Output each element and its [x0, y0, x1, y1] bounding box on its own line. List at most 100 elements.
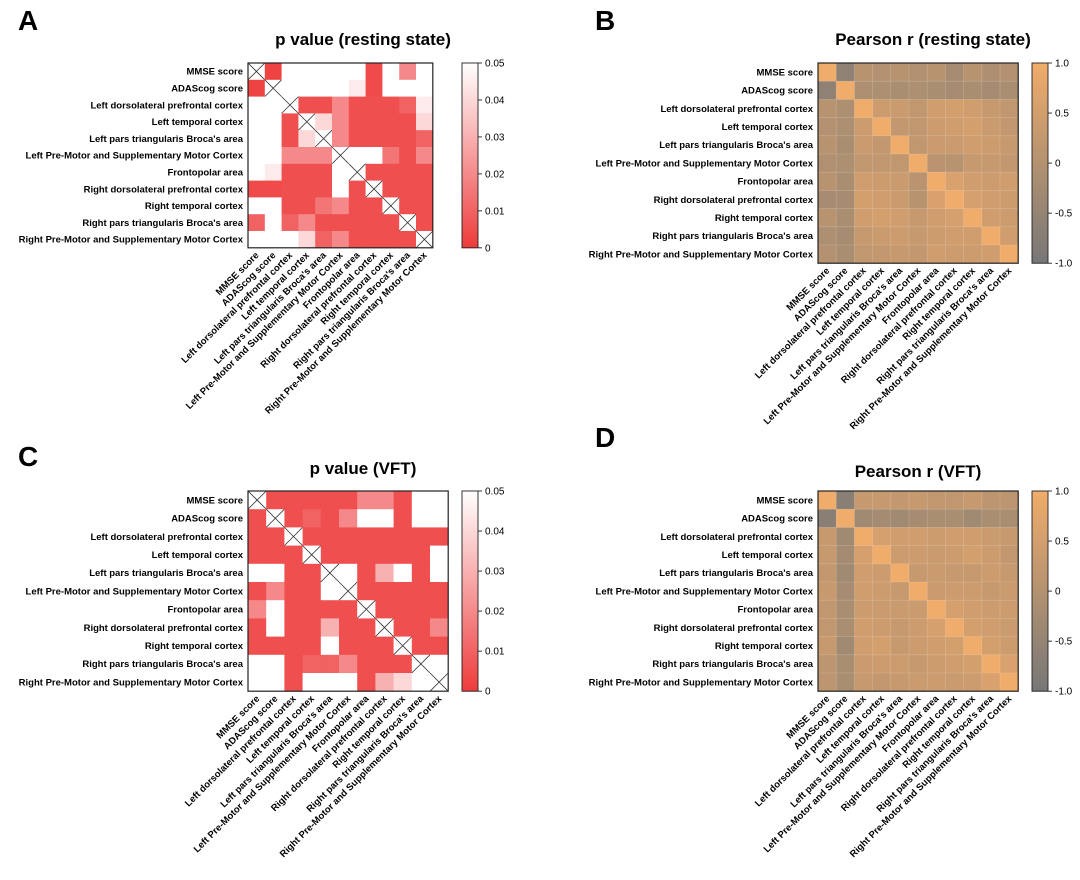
colorbar-segment: [1032, 564, 1048, 569]
colorbar-segment: [462, 217, 478, 221]
heatmap-cell: [872, 527, 892, 546]
colorbar-segment: [1032, 637, 1048, 642]
heatmap-cell: [284, 600, 303, 619]
heatmap-cell: [281, 214, 299, 232]
heatmap-cell: [320, 618, 340, 637]
heatmap-cell: [945, 618, 964, 637]
heatmap-cell: [1000, 600, 1019, 619]
heatmap-cell: [339, 600, 358, 619]
heatmap-cell: [332, 79, 350, 97]
heatmap-cell: [818, 81, 837, 100]
row-label: Right Pre-Motor and Supplementary Motor …: [19, 677, 244, 688]
colorbar-tick-label: 1.0: [1055, 487, 1069, 498]
colorbar-segment: [1032, 671, 1048, 675]
colorbar-segment: [462, 112, 478, 116]
heatmap-cell: [382, 214, 400, 232]
colorbar-segment: [462, 96, 478, 101]
row-label: Left pars triangularis Broca's area: [659, 140, 814, 151]
heatmap-cell: [248, 79, 266, 97]
heatmap-cell: [266, 654, 285, 674]
colorbar-segment: [1032, 534, 1048, 539]
colorbar-segment: [462, 654, 478, 659]
heatmap-cell: [302, 636, 322, 656]
heatmap-cell: [963, 135, 983, 155]
colorbar-segment: [1032, 233, 1048, 237]
heatmap-cell: [818, 509, 837, 528]
heatmap-cell: [302, 563, 322, 583]
colorbar-segment: [1032, 601, 1048, 605]
heatmap-cell: [416, 113, 434, 131]
colorbar-segment: [462, 531, 478, 535]
heatmap-cell: [909, 208, 928, 228]
colorbar-segment: [462, 517, 478, 522]
panel-d: D Pearson r (VFT) MMSE score ADAScog score L…: [589, 422, 1073, 860]
heatmap-cell: [981, 673, 1001, 692]
colorbar-segment: [462, 671, 478, 675]
row-label: Right temporal cortex: [715, 213, 814, 224]
colorbar-segment: [1032, 597, 1048, 602]
heatmap-cell: [264, 130, 282, 148]
colorbar-segment: [1032, 587, 1048, 592]
colorbar-segment: [1032, 591, 1048, 595]
heatmap-cell: [927, 618, 946, 637]
colorbar-segment: [462, 561, 478, 565]
heatmap-cell: [909, 600, 928, 619]
heatmap-cell: [890, 600, 910, 619]
row-label: Right pars triangularis Broca's area: [82, 659, 243, 670]
heatmap-cell: [836, 563, 855, 583]
colorbar-segment: [462, 143, 478, 147]
heatmap-cell: [963, 208, 983, 228]
heatmap-cell: [872, 618, 892, 637]
heatmap-cell: [872, 117, 892, 137]
colorbar-segment: [462, 140, 478, 144]
heatmap-cell: [909, 545, 928, 565]
row-label: Right pars triangularis Broca's area: [652, 659, 813, 670]
diagonal-cross: [356, 599, 376, 619]
heatmap-cell: [818, 63, 837, 82]
heatmap-frame: [247, 490, 449, 692]
heatmap-cell: [266, 527, 285, 546]
heatmap-cell: [1000, 208, 1019, 228]
row-label: MMSE score: [757, 67, 814, 78]
heatmap-cell: [298, 79, 316, 97]
diagonal-cross: [398, 213, 417, 232]
heatmap-cell: [854, 81, 873, 100]
colorbar-segment: [1032, 119, 1048, 124]
colorbar-segment: [462, 677, 478, 682]
row-label: Frontopolar area: [168, 605, 244, 616]
colorbar-segment: [1032, 166, 1048, 171]
heatmap-cell: [315, 96, 333, 114]
heatmap-cell: [365, 231, 383, 249]
heatmap-cell: [927, 582, 946, 601]
heatmap-cell: [266, 600, 285, 619]
panel-letter: B: [595, 5, 615, 36]
heatmap-cell: [1000, 190, 1019, 209]
heatmap-cell: [854, 99, 873, 118]
heatmap-cell: [348, 231, 366, 249]
row-label: Left temporal cortex: [722, 122, 814, 133]
colorbar-segment: [462, 674, 478, 679]
colorbar-segment: [1032, 96, 1048, 101]
heatmap-cell: [963, 190, 983, 209]
heatmap-cell: [320, 509, 340, 528]
colorbar-segment: [1032, 617, 1048, 622]
row-label: Left dorsolateral prefrontal cortex: [660, 104, 813, 115]
heatmap-cell: [854, 563, 873, 583]
heatmap-cell: [393, 582, 413, 601]
heatmap-cell: [927, 491, 946, 510]
colorbar-segment: [462, 66, 478, 70]
colorbar-segment: [462, 581, 478, 585]
diagonal-cross: [348, 163, 366, 181]
heatmap-cell: [348, 96, 366, 114]
colorbar-segment: [1032, 133, 1048, 137]
heatmap-cell: [264, 163, 282, 181]
heatmap-cell: [399, 180, 417, 198]
heatmap-cell: [963, 81, 983, 100]
colorbar-tick-label: -1.0: [1055, 259, 1073, 270]
heatmap-cell: [818, 190, 837, 209]
heatmap-cell: [264, 214, 282, 232]
chart-title: Pearson r (VFT): [855, 462, 982, 481]
heatmap-cell: [818, 208, 837, 228]
colorbar-segment: [1032, 156, 1048, 161]
heatmap-cell: [927, 563, 946, 583]
